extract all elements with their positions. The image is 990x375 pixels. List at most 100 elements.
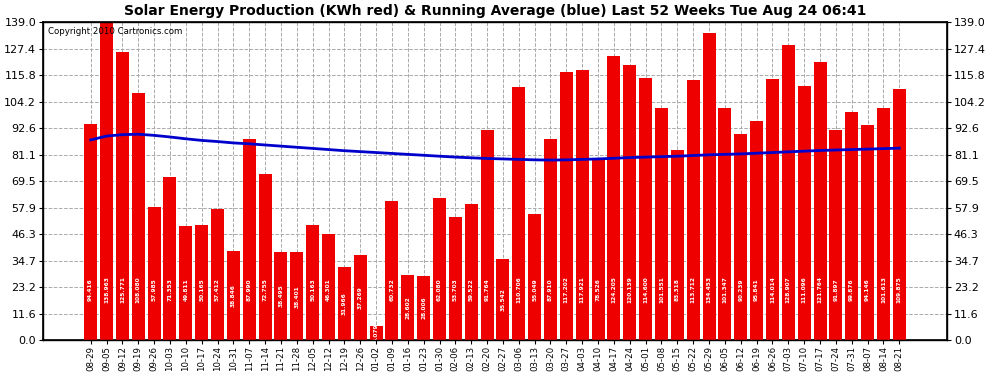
Text: 50.165: 50.165	[199, 279, 204, 301]
Bar	[417, 276, 430, 340]
Text: 114.014: 114.014	[770, 276, 775, 303]
Text: 94.146: 94.146	[865, 279, 870, 301]
Bar	[766, 79, 779, 340]
Bar	[560, 72, 573, 340]
Text: 57.985: 57.985	[151, 279, 156, 301]
Bar	[274, 252, 287, 340]
Text: 78.526: 78.526	[596, 278, 601, 301]
Text: 55.049: 55.049	[533, 279, 538, 301]
Bar	[401, 275, 414, 340]
Bar	[84, 124, 97, 340]
Text: 114.600: 114.600	[644, 276, 648, 303]
Bar	[322, 234, 335, 340]
Bar	[480, 130, 494, 340]
Text: 117.202: 117.202	[564, 276, 569, 303]
Text: 125.771: 125.771	[120, 276, 125, 303]
Bar	[703, 33, 716, 340]
Bar	[528, 214, 542, 340]
Bar	[306, 225, 319, 340]
Text: 6.079: 6.079	[373, 324, 378, 342]
Text: 91.764: 91.764	[484, 279, 490, 301]
Bar	[258, 174, 271, 340]
Bar	[655, 108, 668, 340]
Bar	[179, 226, 192, 340]
Bar	[243, 139, 255, 340]
Text: 38.846: 38.846	[231, 284, 236, 307]
Bar	[877, 108, 890, 340]
Bar	[624, 65, 637, 340]
Text: 57.412: 57.412	[215, 278, 220, 301]
Text: 124.205: 124.205	[612, 276, 617, 303]
Bar	[512, 87, 526, 340]
Text: 138.963: 138.963	[104, 276, 109, 303]
Text: 128.907: 128.907	[786, 276, 791, 303]
Bar	[592, 160, 605, 340]
Text: 101.551: 101.551	[659, 276, 664, 303]
Text: 121.764: 121.764	[818, 276, 823, 303]
Text: 49.811: 49.811	[183, 279, 188, 301]
Bar	[671, 150, 684, 340]
Text: 31.966: 31.966	[342, 292, 346, 315]
Bar	[814, 62, 827, 340]
Text: 87.990: 87.990	[247, 279, 251, 301]
Bar	[735, 134, 747, 340]
Bar	[750, 121, 763, 340]
Bar	[132, 93, 145, 340]
Bar	[211, 209, 224, 340]
Text: 120.139: 120.139	[628, 276, 633, 303]
Title: Solar Energy Production (KWh red) & Running Average (blue) Last 52 Weeks Tue Aug: Solar Energy Production (KWh red) & Runn…	[124, 4, 866, 18]
Bar	[290, 252, 303, 340]
Text: 95.841: 95.841	[754, 279, 759, 301]
Text: 62.080: 62.080	[437, 279, 442, 301]
Bar	[369, 326, 382, 340]
Bar	[464, 204, 478, 340]
Text: 87.910: 87.910	[548, 279, 553, 301]
Text: 91.897: 91.897	[834, 279, 839, 301]
Text: 72.755: 72.755	[262, 278, 267, 301]
Text: 111.096: 111.096	[802, 276, 807, 303]
Text: 110.706: 110.706	[516, 276, 522, 303]
Bar	[893, 89, 906, 340]
Text: 101.613: 101.613	[881, 276, 886, 303]
Text: 113.712: 113.712	[691, 276, 696, 303]
Bar	[782, 45, 795, 340]
Text: 83.318: 83.318	[675, 278, 680, 301]
Text: 99.876: 99.876	[849, 279, 854, 301]
Text: 109.875: 109.875	[897, 276, 902, 303]
Bar	[576, 70, 589, 340]
Bar	[385, 201, 398, 340]
Text: 53.703: 53.703	[452, 279, 457, 301]
Bar	[148, 207, 160, 340]
Text: 108.080: 108.080	[136, 276, 141, 303]
Text: 50.163: 50.163	[310, 279, 315, 301]
Bar	[116, 53, 129, 340]
Bar	[433, 198, 446, 340]
Bar	[338, 267, 350, 340]
Text: 28.006: 28.006	[421, 297, 426, 320]
Text: 101.347: 101.347	[723, 276, 728, 303]
Text: 71.353: 71.353	[167, 278, 172, 301]
Bar	[798, 86, 811, 340]
Bar	[608, 56, 621, 340]
Bar	[496, 259, 510, 340]
Text: 28.602: 28.602	[405, 296, 410, 319]
Bar	[719, 108, 732, 340]
Bar	[830, 130, 842, 340]
Bar	[845, 112, 858, 340]
Bar	[100, 22, 113, 340]
Bar	[687, 80, 700, 340]
Bar	[544, 139, 557, 340]
Bar	[448, 217, 462, 340]
Bar	[195, 225, 208, 340]
Text: 38.401: 38.401	[294, 285, 299, 308]
Bar	[640, 78, 652, 340]
Text: 90.239: 90.239	[739, 279, 743, 301]
Text: 46.301: 46.301	[326, 279, 331, 301]
Text: Copyright 2010 Cartronics.com: Copyright 2010 Cartronics.com	[48, 27, 182, 36]
Text: 37.269: 37.269	[357, 286, 362, 309]
Text: 94.416: 94.416	[88, 279, 93, 301]
Text: 134.453: 134.453	[707, 276, 712, 303]
Text: 38.495: 38.495	[278, 285, 283, 308]
Text: 60.732: 60.732	[389, 279, 394, 301]
Text: 59.522: 59.522	[468, 279, 474, 301]
